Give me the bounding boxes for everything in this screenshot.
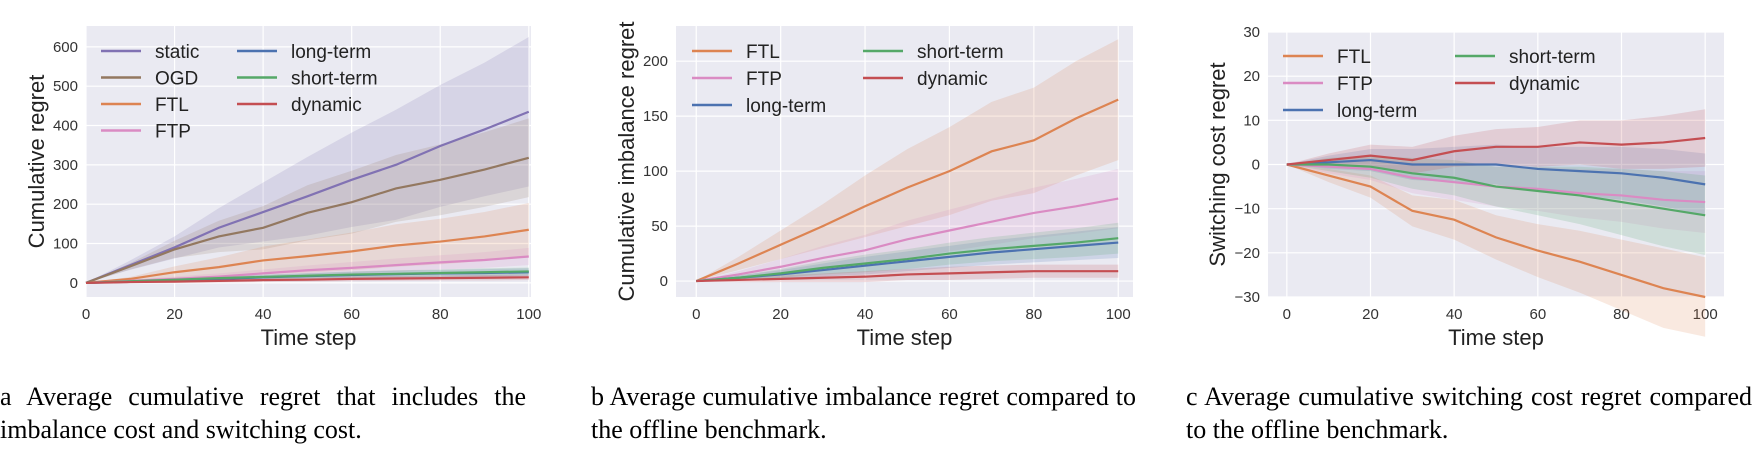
x-tick-label: 60 [941,306,958,323]
y-tick-label: 200 [643,53,668,70]
line-dynamic [696,270,1119,283]
legend-label: long-term [291,42,371,63]
x-tick-label: 20 [1362,306,1379,323]
y-tick-label: 30 [1243,24,1260,41]
legend-label: FTL [746,42,780,63]
x-tick-label: 40 [1446,306,1463,323]
y-tick-label: −30 [1235,289,1260,306]
legend: FTL FTP long-term short-term dynamic [1283,47,1596,122]
y-tick-label: 500 [53,78,78,95]
legend-label: long-term [746,96,826,117]
x-tick-label: 40 [255,306,272,323]
legend-label: dynamic [917,69,988,90]
y-axis-label: Cumulative imbalance regret [614,21,639,301]
y-tick-label: 20 [1243,68,1260,85]
legend-label: long-term [1337,101,1417,122]
x-axis-label: Time step [261,325,357,350]
legend-label: FTL [155,95,189,116]
x-tick-label: 100 [1106,306,1131,323]
legend-label: FTP [1337,74,1373,95]
band-short-term [1286,155,1706,256]
line-dynamic [1286,136,1706,166]
legend: FTL FTP long-term short-term dynamic [692,42,1004,117]
y-tick-label: 150 [643,108,668,125]
legend-label: short-term [1509,47,1596,68]
y-tick-label: 50 [651,218,668,235]
line-dynamic [85,276,529,284]
y-tick-label: −10 [1235,201,1260,218]
x-tick-label: 80 [1613,306,1630,323]
line-FTL [695,98,1119,283]
line-short-term [85,270,529,284]
x-tick-label: 80 [1025,306,1042,323]
band-FTP [1286,157,1706,233]
x-tick-label: 40 [857,306,874,323]
legend-label: FTP [155,122,191,143]
caption-c: c Average cumulative switching cost regr… [1186,382,1752,444]
band-static [86,37,529,283]
x-tick-label: 60 [1529,306,1546,323]
y-tick-label: 600 [53,39,78,56]
line-FTL [1286,163,1706,299]
y-tick-label: 0 [70,275,78,292]
legend-label: FTP [746,69,782,90]
chart-c: 0 20 40 60 80 100 −30 −20 −10 0 10 20 30 Time step Swi… [1205,24,1724,350]
line-FTP [696,197,1119,283]
band-FTP [86,247,529,283]
x-tick-label: 0 [692,306,700,323]
line-OGD [85,156,530,284]
y-tick-label: −20 [1235,245,1260,262]
band-short-term [696,222,1119,282]
line-long-term [1286,158,1706,186]
x-tick-label: 100 [1693,306,1718,323]
chart-a: 0 20 40 60 80 100 0 100 200 300 400 500 600 Time step… [24,26,541,350]
legend-label: FTL [1337,47,1371,68]
x-tick-label: 20 [166,306,183,323]
x-tick-label: 20 [772,306,789,323]
x-tick-label: 60 [343,306,360,323]
x-tick-label: 0 [1283,306,1291,323]
legend-label: static [155,42,199,63]
plot-area [676,26,1133,297]
y-tick-label: 10 [1243,112,1260,129]
y-axis-label: Switching cost regret [1205,62,1230,266]
legend: static OGD FTL FTP long-term short-term dynami… [101,42,378,143]
y-tick-label: 0 [660,273,668,290]
line-short-term [696,237,1119,283]
legend-label: short-term [917,42,1004,63]
legend-label: OGD [155,69,198,90]
line-FTL [85,228,529,284]
y-tick-label: 200 [53,196,78,213]
legend-label: dynamic [291,95,362,116]
y-tick-label: 100 [643,163,668,180]
band-OGD [86,118,529,283]
x-tick-label: 80 [432,306,449,323]
line-static [85,110,530,284]
legend-label: short-term [291,69,378,90]
band-long-term [696,227,1119,282]
y-tick-label: 300 [53,157,78,174]
x-axis-label: Time step [857,325,953,350]
band-FTP [696,168,1119,282]
plot-area [86,26,531,297]
chart-b: 0 20 40 60 80 100 0 50 100 150 200 Time step Cumulat… [614,21,1133,350]
x-tick-label: 100 [516,306,541,323]
y-tick-label: 100 [53,236,78,253]
caption-a: a Average cumulative regret that include… [0,382,526,444]
legend-label: dynamic [1509,74,1580,95]
x-axis-label: Time step [1448,325,1544,350]
band-FTL [696,39,1119,282]
y-tick-label: 400 [53,118,78,135]
line-short-term [1286,163,1706,217]
caption-b: b Average cumulative imbalance regret co… [591,382,1136,444]
y-axis-label: Cumulative regret [24,75,49,249]
y-tick-label: 0 [1252,157,1260,174]
x-tick-label: 0 [82,306,90,323]
band-FTL [1286,164,1706,337]
